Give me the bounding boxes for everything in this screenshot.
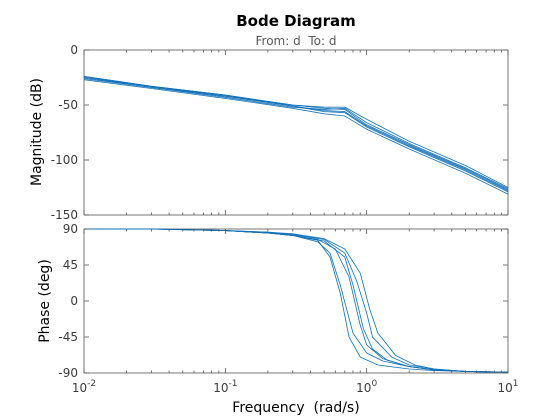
x-tick-label: 10-2 <box>72 379 96 395</box>
x-tick-label: 10-1 <box>213 379 237 395</box>
y-tick-label: 45 <box>63 258 78 272</box>
phase-curves <box>84 228 509 373</box>
frequency-x-ticks: 10-2 10-1 100 101 <box>72 50 519 395</box>
phase-y-ticks: 90 45 0 -45 -90 <box>58 222 508 380</box>
x-tick-label: 101 <box>497 379 518 395</box>
y-tick-label: 90 <box>63 222 78 236</box>
magnitude-series-line <box>83 77 509 188</box>
y-tick-label: -50 <box>58 98 78 112</box>
magnitude-curves <box>83 75 509 195</box>
phase-series-line <box>84 228 509 373</box>
phase-series-line <box>84 228 509 373</box>
phase-y-label: Phase (deg) <box>37 259 53 343</box>
magnitude-series-line <box>83 79 509 195</box>
magnitude-panel: 0 -50 -100 -150 Magnitude (dB) <box>29 43 509 222</box>
magnitude-y-ticks: 0 -50 -100 -150 <box>51 43 508 222</box>
y-tick-label: -150 <box>51 208 78 222</box>
y-tick-label: 0 <box>70 43 78 57</box>
magnitude-axes-frame <box>83 49 509 216</box>
magnitude-y-label: Magnitude (dB) <box>29 78 45 186</box>
magnitude-series-line <box>83 77 509 193</box>
phase-axes-frame <box>83 228 509 374</box>
magnitude-series-line <box>83 75 509 191</box>
phase-series-line <box>84 228 509 373</box>
y-tick-label: -45 <box>58 330 78 344</box>
phase-series-line <box>84 228 509 373</box>
y-tick-label: -90 <box>58 366 78 380</box>
phase-panel: 90 45 0 -45 -90 Phase (deg) <box>37 222 509 380</box>
phase-series-line <box>84 228 509 373</box>
x-tick-label: 100 <box>356 379 377 395</box>
y-tick-label: 0 <box>70 294 78 308</box>
magnitude-series-line <box>83 78 509 189</box>
chart-title: Bode Diagram <box>236 12 355 30</box>
magnitude-series-line <box>83 75 509 192</box>
chart-subtitle: From: d To: d <box>256 34 337 48</box>
phase-series-line <box>84 228 509 373</box>
y-tick-label: -100 <box>51 153 78 167</box>
x-axis-label: Frequency (rad/s) <box>232 400 359 416</box>
